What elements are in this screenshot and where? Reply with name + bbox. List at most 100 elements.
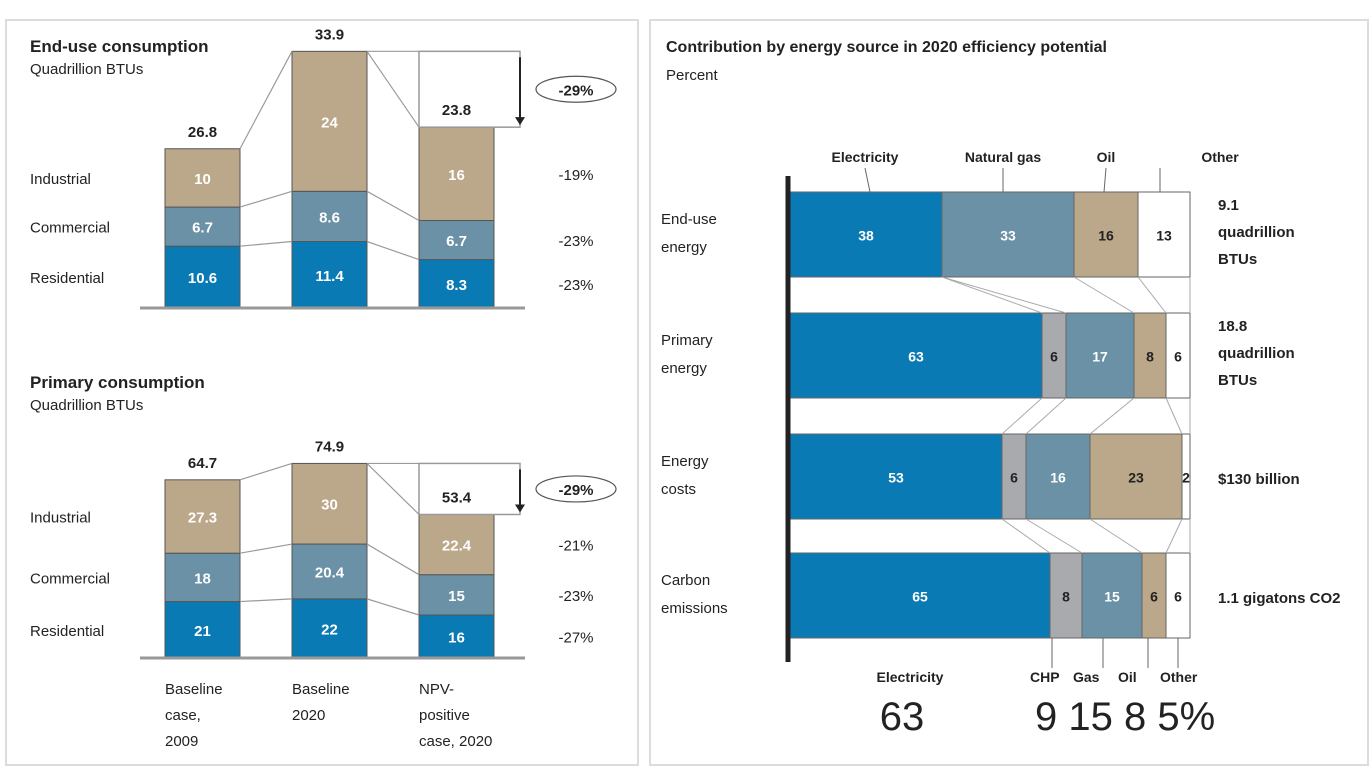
chart-2-row-label-0: End-use energy xyxy=(661,211,717,256)
chart-2-value-label: 6 xyxy=(1050,349,1058,365)
chart-0-connector-line xyxy=(239,240,293,247)
chart-2-connector-line xyxy=(1001,518,1051,554)
chart-2-value-label: 33 xyxy=(1000,228,1016,244)
chart-2-bar-chp-3 xyxy=(1049,552,1083,639)
chart-2-bar-chp-1 xyxy=(1041,312,1067,399)
chart-2-legend-label-4: Other xyxy=(1160,669,1198,685)
chart-0-change-label-total: -29% xyxy=(558,82,593,99)
chart-0-row-label-residential: Residential xyxy=(30,270,104,287)
chart-0-bar-industrial-0 xyxy=(164,148,241,208)
chart-0-title: End-use consumption xyxy=(30,37,209,56)
chart-1-connector-line xyxy=(366,598,420,616)
chart-1-subtitle: Quadrillion BTUs xyxy=(30,397,143,414)
chart-1-change-label-commercial: -23% xyxy=(558,588,593,605)
chart-2-bar-electricity-3 xyxy=(789,552,1051,639)
chart-0-bar-commercial-1 xyxy=(291,190,368,242)
chart-2-value-label: 6 xyxy=(1174,589,1182,605)
chart-2-footer-value-rest: 9 15 8 5% xyxy=(1035,695,1215,739)
chart-2-bar-gas-1 xyxy=(1065,312,1135,399)
chart-2-value-label: 15 xyxy=(1104,589,1120,605)
chart-2-value-label: 16 xyxy=(1098,228,1114,244)
chart-2-column-header-2: Oil xyxy=(1097,149,1116,165)
chart-2-value-label: 38 xyxy=(858,228,874,244)
chart-2-right-label-3: 1.1 gigatons CO2 xyxy=(1218,590,1341,607)
chart-1-title: Primary consumption xyxy=(30,373,205,392)
chart-2-value-label: 8 xyxy=(1146,349,1154,365)
chart-2-connector-line xyxy=(1165,518,1183,554)
chart-1-value-label: 30 xyxy=(321,497,338,514)
chart-1-category-label-2: NPV-positive case, 2020 xyxy=(419,681,492,750)
chart-2-connector-line xyxy=(1089,518,1143,554)
chart-1-value-label: 22 xyxy=(321,621,338,638)
chart-1-bar-residential-0 xyxy=(164,601,241,659)
chart-1-bar-residential-2 xyxy=(418,614,495,659)
chart-2-bar-oil-0 xyxy=(1073,191,1139,278)
chart-1-value-label: 15 xyxy=(448,588,465,605)
chart-0-value-label: 6.7 xyxy=(446,233,467,250)
chart-1-value-label: 16 xyxy=(448,630,465,647)
chart-2-header-leader xyxy=(864,167,871,193)
chart-2-bar-electricity-0 xyxy=(789,191,943,278)
chart-1-connector-line xyxy=(366,462,420,515)
chart-0-connector-line xyxy=(239,190,293,208)
chart-0-total-label: 23.8 xyxy=(442,102,471,119)
chart-1-change-label-residential: -27% xyxy=(558,630,593,647)
chart-0-change-arrow-head xyxy=(515,117,525,126)
chart-0-row-label-industrial: Industrial xyxy=(30,171,91,188)
chart-1-change-label-total: -29% xyxy=(558,482,593,499)
chart-1-connector-line xyxy=(239,543,293,554)
chart-0-bar-residential-0 xyxy=(164,245,241,309)
left-panel-frame xyxy=(5,19,639,766)
chart-0-value-label: 16 xyxy=(448,167,465,184)
chart-2-value-label: 65 xyxy=(912,589,928,605)
chart-1-total-label: 53.4 xyxy=(442,489,472,506)
chart-1-row-label-commercial: Commercial xyxy=(30,570,110,587)
chart-2-bar-electricity-1 xyxy=(789,312,1043,399)
chart-0-change-label-industrial: -19% xyxy=(558,167,593,184)
chart-2-right-label-1: 18.8 quadrillion BTUs xyxy=(1218,318,1295,389)
chart-2-value-label: 13 xyxy=(1156,228,1172,244)
chart-0-connector-line xyxy=(366,50,420,128)
chart-2-connector-line xyxy=(941,276,1067,314)
chart-2-connector-line xyxy=(1073,276,1135,314)
chart-1-bar-commercial-1 xyxy=(291,543,368,600)
chart-2-row-label-1: Primary energy xyxy=(661,332,713,377)
chart-1-bar-industrial-1 xyxy=(291,462,368,545)
chart-1-row-label-residential: Residential xyxy=(30,623,104,640)
chart-2-value-label: 17 xyxy=(1092,349,1108,365)
chart-1-value-label: 20.4 xyxy=(315,564,345,581)
chart-1-bar-industrial-0 xyxy=(164,479,241,554)
chart-0-bar-industrial-2 xyxy=(418,126,495,221)
chart-0-change-oval xyxy=(535,75,617,103)
chart-2-bar-gas-0 xyxy=(941,191,1075,278)
chart-1-bar-residential-1 xyxy=(291,598,368,659)
chart-2-connector-line xyxy=(1025,397,1067,435)
chart-2-value-label: 8 xyxy=(1062,589,1070,605)
chart-1-change-label-industrial: -21% xyxy=(558,538,593,555)
chart-1-connector-line xyxy=(366,543,420,576)
chart-2-subtitle: Percent xyxy=(666,67,719,84)
chart-0-bar-residential-1 xyxy=(291,241,368,309)
chart-0-bar-commercial-2 xyxy=(418,220,495,261)
chart-2-bar-other-1 xyxy=(1165,312,1191,399)
chart-2-value-label: 2 xyxy=(1182,470,1190,486)
chart-0-value-label: 8.6 xyxy=(319,209,340,226)
chart-2-legend-label-0: Electricity xyxy=(877,669,944,685)
chart-0-connector-line xyxy=(366,190,420,222)
chart-2-connector-line xyxy=(1001,397,1043,435)
chart-2-connector-line xyxy=(1165,397,1183,435)
chart-2-bar-chp-2 xyxy=(1001,433,1027,520)
chart-2-column-header-1: Natural gas xyxy=(965,149,1041,165)
chart-0-value-label: 10 xyxy=(194,171,211,188)
chart-2-footer-value-electricity: 63 xyxy=(880,695,925,739)
chart-2-legend-label-2: Gas xyxy=(1073,669,1100,685)
chart-2-row-label-2: Energy costs xyxy=(661,453,709,498)
chart-2-legend-label-1: CHP xyxy=(1030,669,1060,685)
chart-0-row-label-commercial: Commercial xyxy=(30,220,110,237)
chart-0-change-label-residential: -23% xyxy=(558,277,593,294)
chart-2-value-label: 6 xyxy=(1174,349,1182,365)
chart-2-legend-label-3: Oil xyxy=(1118,669,1137,685)
chart-1-value-label: 18 xyxy=(194,570,211,587)
